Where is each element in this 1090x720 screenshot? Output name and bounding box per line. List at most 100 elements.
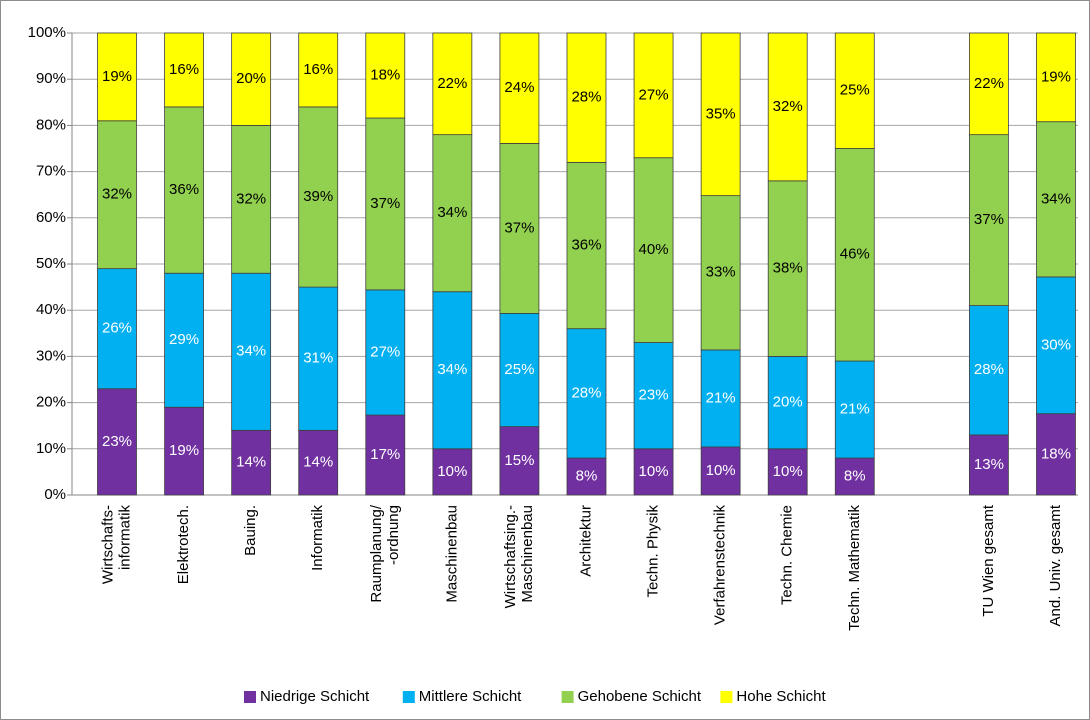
bar-segment bbox=[365, 117, 406, 291]
legend-swatch bbox=[244, 691, 256, 703]
data-label: 19% bbox=[1041, 68, 1071, 85]
y-tick-label: 70% bbox=[36, 163, 66, 180]
x-tick-label: Maschinenbau bbox=[443, 505, 460, 603]
data-label: 37% bbox=[974, 211, 1004, 228]
data-label: 27% bbox=[639, 86, 669, 103]
legend-label: Mittlere Schicht bbox=[419, 688, 522, 705]
y-tick-label: 30% bbox=[36, 347, 66, 364]
x-tick-line: Techn. Mathematik bbox=[846, 505, 863, 631]
data-label: 20% bbox=[236, 70, 266, 87]
bar-segment bbox=[767, 355, 808, 450]
bar-segment bbox=[298, 32, 339, 108]
legend-swatch bbox=[720, 691, 733, 703]
bar-segment bbox=[1036, 32, 1076, 123]
bar-segment bbox=[700, 349, 741, 448]
data-label: 10% bbox=[773, 463, 803, 480]
bar-segment bbox=[97, 268, 137, 390]
data-label: 46% bbox=[840, 246, 870, 263]
y-tick-label: 40% bbox=[36, 301, 66, 318]
data-label: 19% bbox=[102, 68, 132, 85]
data-label: 10% bbox=[706, 462, 736, 479]
bar-segment bbox=[298, 429, 339, 496]
bar-segment bbox=[231, 32, 272, 126]
bar-segment bbox=[432, 134, 473, 293]
data-label: 34% bbox=[437, 361, 467, 378]
x-tick-line: informatik bbox=[116, 505, 133, 571]
x-tick-label: Raumplanung/-ordnung bbox=[368, 504, 402, 602]
data-label: 38% bbox=[773, 260, 803, 277]
data-label: 32% bbox=[102, 186, 132, 203]
data-label: 34% bbox=[437, 204, 467, 221]
bar-segment bbox=[97, 120, 137, 270]
bar-segment bbox=[164, 272, 204, 408]
data-label: 14% bbox=[303, 454, 333, 471]
data-label: 8% bbox=[576, 467, 598, 484]
x-tick-line: Wirtschafts- bbox=[99, 505, 116, 584]
bar-segment bbox=[969, 434, 1009, 496]
data-label: 17% bbox=[370, 446, 400, 463]
data-label: 34% bbox=[236, 343, 266, 360]
data-label: 36% bbox=[169, 181, 199, 198]
bar-segment bbox=[969, 32, 1009, 136]
data-label: 26% bbox=[102, 320, 132, 337]
legend-swatch bbox=[402, 691, 415, 703]
data-label: 13% bbox=[974, 456, 1004, 473]
x-tick-label: Architektur bbox=[577, 505, 594, 577]
y-tick-label: 90% bbox=[36, 70, 66, 87]
data-label: 37% bbox=[370, 195, 400, 212]
y-tick-label: 10% bbox=[36, 440, 66, 457]
x-tick-label: And. Univ. gesamt bbox=[1047, 504, 1064, 626]
data-label: 10% bbox=[437, 463, 467, 480]
bar-segment bbox=[1036, 276, 1076, 415]
bar-segment bbox=[700, 195, 741, 351]
y-tick-label: 0% bbox=[44, 486, 66, 503]
data-label: 32% bbox=[236, 190, 266, 207]
bar-segment bbox=[432, 32, 473, 136]
bar-segment bbox=[767, 180, 808, 357]
data-label: 35% bbox=[706, 105, 736, 122]
bar-segment bbox=[767, 32, 808, 182]
x-tick-line: Techn. Physik bbox=[645, 505, 662, 598]
data-label: 15% bbox=[504, 452, 534, 469]
x-tick-line: Verfahrenstechnik bbox=[712, 505, 729, 626]
bar-segment bbox=[499, 313, 540, 428]
bar-segment bbox=[499, 32, 540, 144]
data-label: 37% bbox=[504, 219, 534, 236]
data-label: 16% bbox=[169, 61, 199, 78]
bar-segment bbox=[365, 414, 406, 496]
data-label: 23% bbox=[639, 387, 669, 404]
bar-segment bbox=[97, 388, 137, 496]
data-label: 25% bbox=[504, 361, 534, 378]
x-tick-line: Maschinenbau bbox=[443, 505, 460, 603]
data-label: 10% bbox=[639, 463, 669, 480]
x-tick-line: Bauing. bbox=[242, 505, 259, 556]
bar-segment bbox=[700, 446, 741, 496]
data-label: 28% bbox=[571, 384, 601, 401]
x-tick-line: TU Wien gesamt bbox=[980, 504, 997, 617]
data-label: 18% bbox=[370, 66, 400, 83]
bar-segment bbox=[633, 32, 674, 159]
x-tick-label: Techn. Mathematik bbox=[846, 505, 863, 631]
data-label: 16% bbox=[303, 61, 333, 78]
bar-segment bbox=[566, 32, 607, 163]
y-tick-label: 60% bbox=[36, 209, 66, 226]
bar-segment bbox=[432, 291, 473, 450]
data-label: 29% bbox=[169, 331, 199, 348]
bar-segment bbox=[365, 32, 406, 119]
data-label: 33% bbox=[706, 264, 736, 281]
bar-segment bbox=[566, 457, 607, 496]
bar-segment bbox=[164, 406, 204, 496]
bar-segment bbox=[834, 360, 875, 459]
bar-segment bbox=[365, 289, 406, 416]
x-tick-label: Verfahrenstechnik bbox=[712, 505, 729, 626]
bar-segment bbox=[97, 32, 137, 122]
y-tick-label: 20% bbox=[36, 394, 66, 411]
data-label: 36% bbox=[571, 236, 601, 253]
bar-segment bbox=[834, 148, 875, 362]
bar-segment bbox=[767, 448, 808, 496]
data-label: 28% bbox=[571, 89, 601, 106]
x-tick-line: Informatik bbox=[309, 505, 326, 571]
y-tick-label: 100% bbox=[28, 24, 66, 41]
x-tick-label: TU Wien gesamt bbox=[980, 504, 997, 617]
